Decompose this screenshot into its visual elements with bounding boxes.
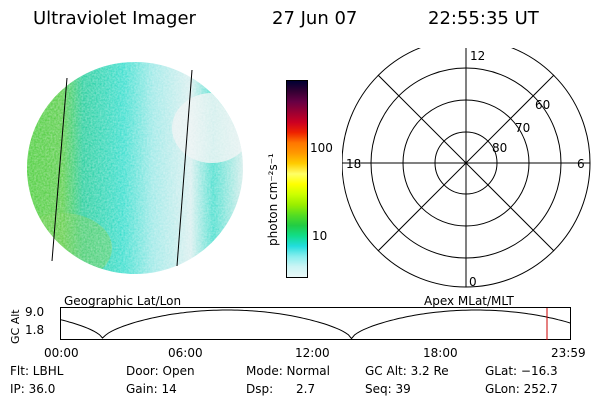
mlat-label-60: 60 <box>535 98 550 112</box>
mode-info: Mode: Normal <box>246 364 330 378</box>
dsp-info: Dsp: 2.7 <box>246 382 316 396</box>
glat-info: GLat: −16.3 <box>485 364 558 378</box>
x-tick-1200: 12:00 <box>295 346 330 360</box>
svg-text:GC Alt: GC Alt <box>9 309 22 344</box>
altitude-timeline-plot <box>60 307 571 340</box>
glon-info: GLon: 252.7 <box>485 382 558 396</box>
ip-info: IP: 36.0 <box>10 382 56 396</box>
gc-alt-info: GC Alt: 3.2 Re <box>365 364 449 378</box>
colorbar-tick-10: 10 <box>312 229 328 243</box>
color-scale-bar <box>286 80 308 278</box>
door-info: Door: Open <box>126 364 195 378</box>
x-tick-2359: 23:59 <box>551 346 586 360</box>
seq-info: Seq: 39 <box>365 382 411 396</box>
gain-info: Gain: 14 <box>126 382 177 396</box>
mlt-label-12: 12 <box>470 49 485 63</box>
apex-mlat-mlt-label: Apex MLat/MLT <box>424 294 514 308</box>
earth-uv-image <box>27 62 243 274</box>
y-tick-9: 9.0 <box>25 305 45 319</box>
colorbar-unit-label: photon cm⁻²s⁻¹ <box>266 153 280 246</box>
y-tick-1-8: 1.8 <box>25 323 45 337</box>
gc-alt-axis-title: GC Alt <box>9 309 22 344</box>
mlt-label-18: 18 <box>346 157 361 171</box>
x-tick-1800: 18:00 <box>423 346 458 360</box>
geographic-lat-lon-label: Geographic Lat/Lon <box>64 294 182 308</box>
colorbar-tick-100: 100 <box>310 141 333 155</box>
svg-text:photon cm⁻²s⁻¹: photon cm⁻²s⁻¹ <box>266 153 280 246</box>
app-title: Ultraviolet Imager <box>33 8 196 29</box>
mlt-label-6: 6 <box>577 157 585 171</box>
x-tick-0000: 00:00 <box>44 346 79 360</box>
mlt-label-0: 0 <box>469 275 477 289</box>
header-time: 22:55:35 UT <box>428 8 539 29</box>
polar-mlat-mlt-grid: 12 6 0 18 60 70 80 <box>342 48 591 289</box>
filter-info: Flt: LBHL <box>10 364 64 378</box>
x-tick-0600: 06:00 <box>168 346 203 360</box>
mlat-label-80: 80 <box>492 141 507 155</box>
mlat-label-70: 70 <box>515 121 530 135</box>
header-date: 27 Jun 07 <box>272 8 358 29</box>
